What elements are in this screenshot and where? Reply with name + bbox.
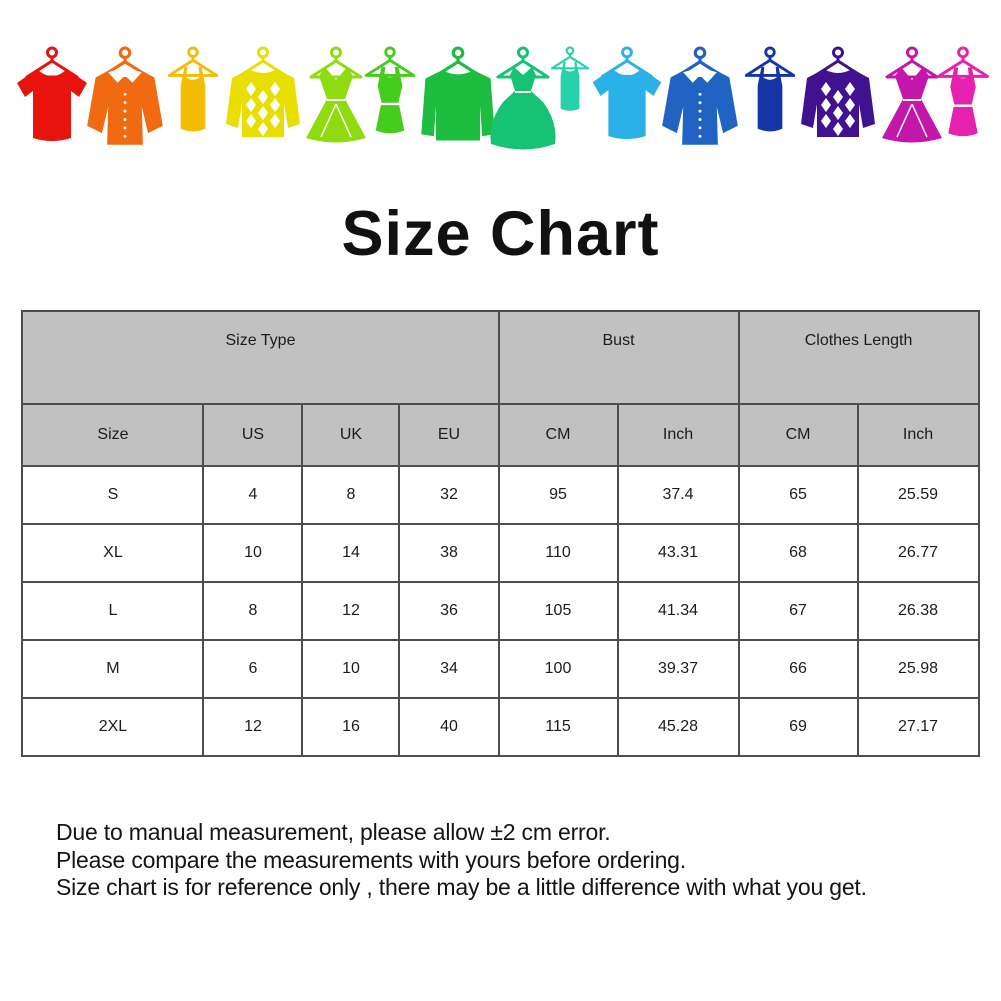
col-header-length-inch: Inch: [856, 403, 980, 467]
cell-length-inch: 26.77: [856, 523, 980, 583]
col-header-length-cm: CM: [737, 403, 859, 467]
cell-eu: 38: [398, 523, 500, 583]
cell-length-cm: 68: [737, 523, 859, 583]
table-row-m: M 6 10 34 100 39.37 66 25.98: [21, 639, 980, 699]
note-compare-measurements: Please compare the measurements with you…: [56, 846, 686, 873]
col-header-bust-cm: CM: [497, 403, 619, 467]
cell-length-inch: 26.38: [856, 581, 980, 641]
teal-tank-top-icon: [552, 47, 588, 110]
clothesline-banner: [0, 0, 1001, 170]
cell-bust-inch: 45.28: [616, 697, 740, 757]
table-row-xl: XL 10 14 38 110 43.31 68 26.77: [21, 523, 980, 583]
cell-bust-inch: 41.34: [616, 581, 740, 641]
cell-size: L: [21, 581, 205, 641]
cell-us: 10: [202, 523, 304, 583]
col-header-uk: UK: [301, 403, 401, 467]
group-header-bust: Bust: [497, 310, 740, 405]
cell-length-cm: 67: [737, 581, 859, 641]
table-row-l: L 8 12 36 105 41.34 67 26.38: [21, 581, 980, 641]
group-header-clothes-length: Clothes Length: [737, 310, 980, 405]
cell-us: 4: [202, 465, 304, 525]
cell-us: 12: [202, 697, 304, 757]
cell-bust-cm: 100: [497, 639, 619, 699]
note-reference-only: Size chart is for reference only , there…: [56, 874, 867, 900]
cell-uk: 14: [301, 523, 401, 583]
cell-length-cm: 69: [737, 697, 859, 757]
col-header-size: Size: [21, 403, 205, 467]
cell-bust-inch: 37.4: [616, 465, 740, 525]
column-header-row: Size US UK EU CM Inch CM Inch: [21, 403, 980, 467]
note-measurement-error: Due to manual measurement, please allow …: [56, 819, 611, 845]
cell-uk: 16: [301, 697, 401, 757]
cell-length-inch: 27.17: [856, 697, 980, 757]
cell-size: M: [21, 639, 205, 699]
cell-bust-cm: 95: [497, 465, 619, 525]
cell-eu: 40: [398, 697, 500, 757]
cell-eu: 36: [398, 581, 500, 641]
cell-bust-inch: 39.37: [616, 639, 740, 699]
cell-length-inch: 25.98: [856, 639, 980, 699]
cell-uk: 10: [301, 639, 401, 699]
table-row-2xl: 2XL 12 16 40 115 45.28 69 27.17: [21, 697, 980, 757]
group-header-row: Size Type Bust Clothes Length: [21, 310, 980, 405]
col-header-us: US: [202, 403, 304, 467]
cell-uk: 12: [301, 581, 401, 641]
cell-us: 8: [202, 581, 304, 641]
cell-length-cm: 66: [737, 639, 859, 699]
page-title: Size Chart: [341, 199, 660, 269]
cell-bust-cm: 105: [497, 581, 619, 641]
cell-us: 6: [202, 639, 304, 699]
cell-bust-inch: 43.31: [616, 523, 740, 583]
group-header-size-type: Size Type: [21, 310, 500, 405]
cell-size: XL: [21, 523, 205, 583]
cell-eu: 32: [398, 465, 500, 525]
table-row-s: S 4 8 32 95 37.4 65 25.59: [21, 465, 980, 525]
cell-size: S: [21, 465, 205, 525]
cell-length-inch: 25.59: [856, 465, 980, 525]
col-header-eu: EU: [398, 403, 500, 467]
disclaimer-notes: Due to manual measurement, please allow …: [56, 819, 1001, 902]
cell-size: 2XL: [21, 697, 205, 757]
size-chart-table: Size Type Bust Clothes Length Size US UK…: [21, 310, 980, 757]
cell-length-cm: 65: [737, 465, 859, 525]
cell-bust-cm: 110: [497, 523, 619, 583]
cell-bust-cm: 115: [497, 697, 619, 757]
cell-eu: 34: [398, 639, 500, 699]
cell-uk: 8: [301, 465, 401, 525]
col-header-bust-inch: Inch: [616, 403, 740, 467]
